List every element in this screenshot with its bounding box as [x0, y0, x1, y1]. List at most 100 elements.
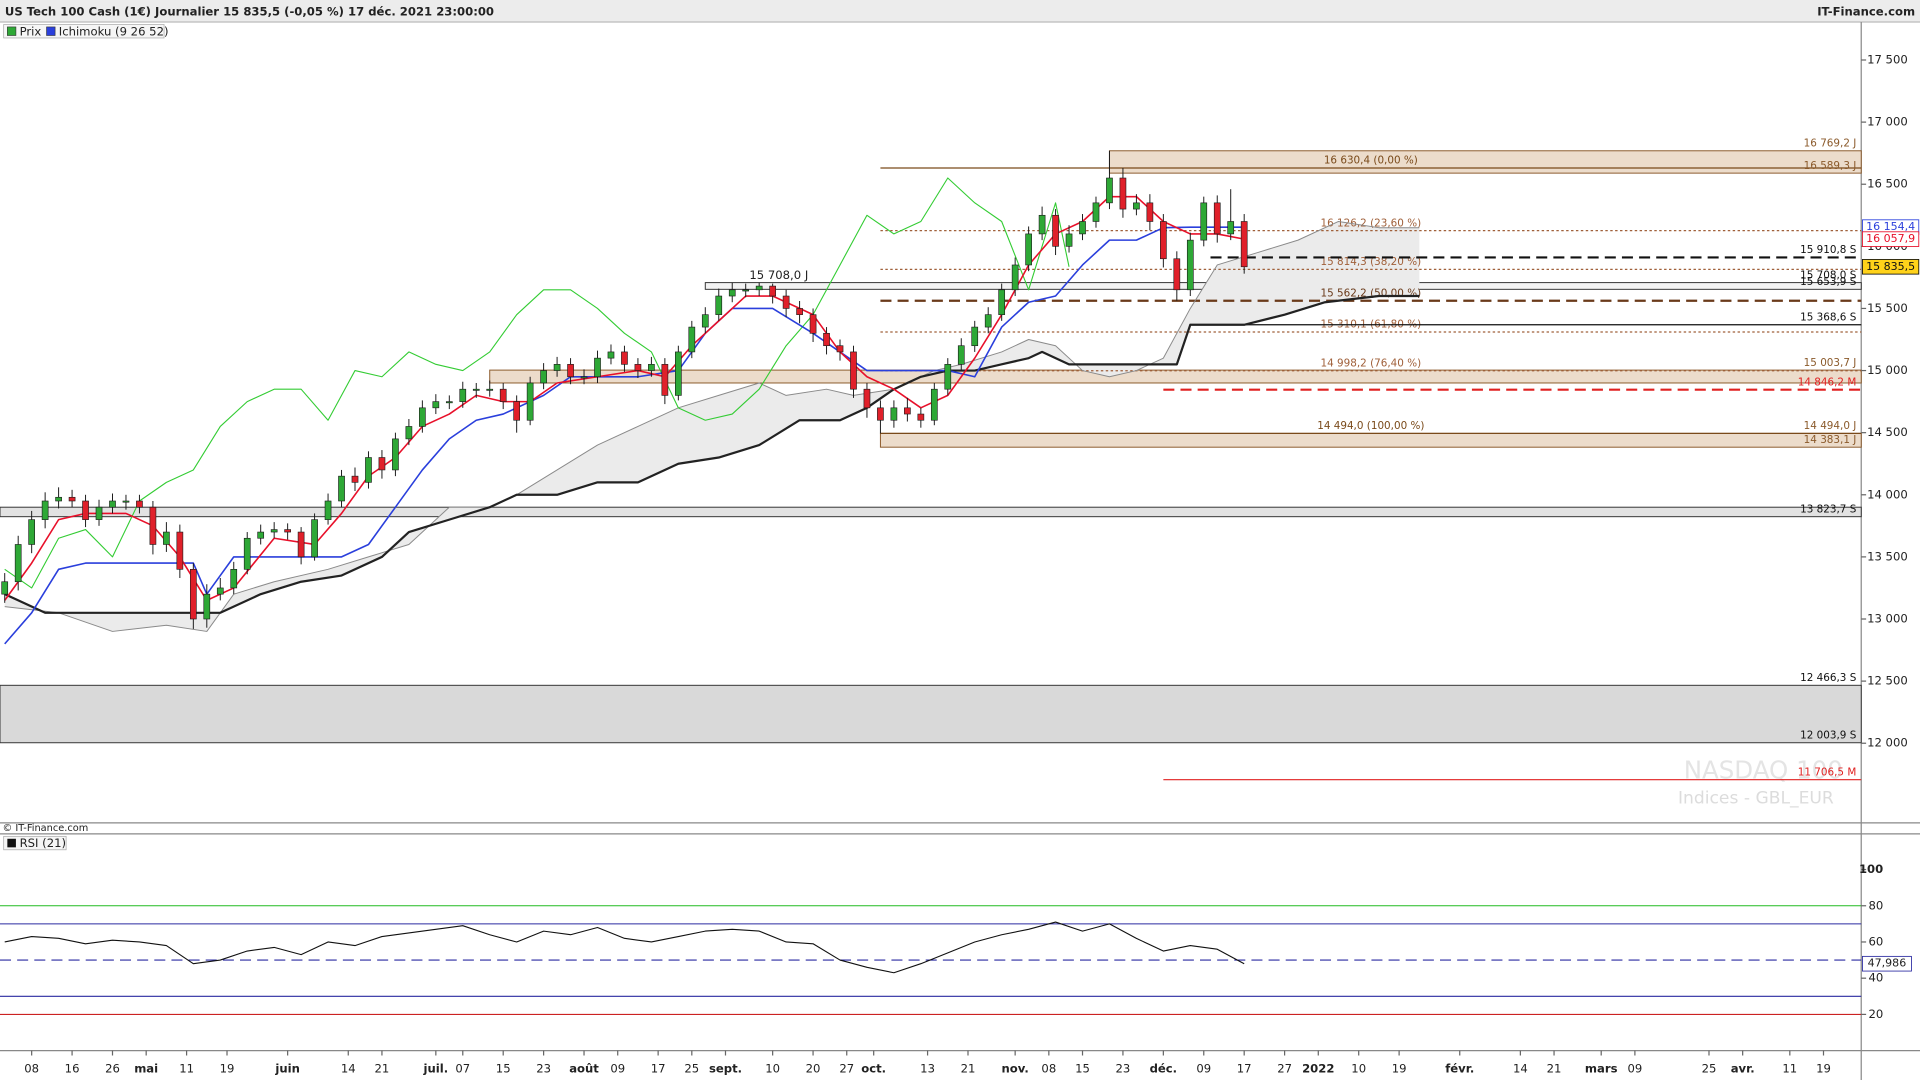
candle-body	[297, 531, 305, 558]
candle-body	[567, 364, 574, 378]
x-tick-label: sept.	[709, 1061, 742, 1075]
candle-body	[809, 314, 817, 334]
x-tick-label: 17	[651, 1061, 666, 1075]
candle-body	[351, 475, 359, 483]
candle-body	[459, 388, 467, 402]
rsi-line	[4, 921, 1245, 974]
x-tick-label: 23	[536, 1061, 551, 1075]
candle-body	[432, 401, 440, 409]
candle-body	[243, 537, 251, 570]
level-label: 14 494,0 J	[1804, 420, 1857, 432]
x-tick-label: juin	[274, 1061, 300, 1075]
x-tick-label: 08	[1041, 1061, 1056, 1075]
y-tick-label: 15 000	[1867, 363, 1908, 377]
x-tick-label: 21	[375, 1061, 390, 1075]
y-tick-label: 14 500	[1867, 425, 1908, 439]
level-label: 15 653,9 S	[1800, 276, 1857, 288]
candle-body	[634, 364, 642, 371]
x-tick-label: 14	[341, 1061, 356, 1075]
legend-icon	[7, 26, 17, 36]
x-tick-label: 26	[105, 1061, 120, 1075]
candle-body	[1160, 221, 1167, 260]
chart-title: US Tech 100 Cash (1€) Journalier 15 835,…	[5, 5, 494, 19]
candle-body	[392, 438, 399, 471]
candle-body	[338, 475, 345, 502]
legend-icon	[46, 26, 56, 36]
x-tick-label: mars	[1585, 1061, 1618, 1075]
candle-body	[472, 388, 480, 391]
candle-body	[1052, 214, 1059, 247]
candle-body	[957, 345, 965, 365]
candle-body	[14, 544, 22, 583]
x-tick-label: 21	[961, 1061, 976, 1075]
candle-body	[311, 519, 318, 558]
candle-body	[782, 295, 790, 309]
x-tick-label: 21	[1547, 1061, 1562, 1075]
x-tick-label: 15	[496, 1061, 511, 1075]
fib-label: 15 814,3 (38,20 %)	[1321, 256, 1422, 268]
x-tick-label: 09	[1196, 1061, 1211, 1075]
x-tick-label: 10	[765, 1061, 780, 1075]
legend-box	[3, 24, 165, 39]
x-tick-label: mai	[134, 1061, 158, 1075]
level-label: 13 823,7 S	[1800, 503, 1857, 515]
ichimoku-cloud	[4, 221, 1420, 632]
candle-body	[1106, 177, 1113, 204]
candle-body	[1240, 221, 1248, 268]
candle-body	[1200, 202, 1208, 241]
candle-body	[648, 364, 655, 371]
candle-body	[1079, 221, 1086, 235]
candle-body	[1011, 264, 1019, 291]
rsi-badge-label: 47,986	[1868, 957, 1907, 970]
x-tick-label: juil.	[423, 1061, 449, 1075]
level-label: 15 708,0 S	[1800, 269, 1857, 281]
candle-body	[580, 376, 588, 379]
candle-body	[930, 388, 938, 421]
candle-body	[904, 407, 911, 415]
price-badge-label: 15 835,5	[1866, 260, 1915, 273]
candle-body	[41, 500, 49, 520]
candle-body	[486, 388, 494, 391]
x-tick-label: 27	[1277, 1061, 1292, 1075]
zone	[0, 684, 1862, 744]
candle-body	[95, 506, 103, 520]
x-tick-label: 27	[839, 1061, 854, 1075]
x-tick-label: 20	[806, 1061, 821, 1075]
x-tick-label: oct.	[861, 1061, 886, 1075]
candle-body	[715, 295, 723, 315]
candle-body	[1186, 239, 1194, 291]
candle-body	[850, 351, 857, 390]
candle-body	[1065, 233, 1073, 247]
candle-body	[540, 370, 547, 384]
candle-body	[189, 569, 197, 620]
zone	[1108, 150, 1862, 174]
x-tick-label: 2022	[1302, 1061, 1334, 1075]
price-badge	[1862, 258, 1920, 275]
candle-body	[445, 401, 453, 404]
candle-body	[176, 531, 184, 570]
candle-body	[136, 500, 143, 508]
legend-label: Prix	[20, 24, 42, 38]
candle-body	[1133, 202, 1140, 210]
price-badge	[1862, 231, 1920, 247]
zone	[0, 506, 1862, 518]
x-tick-label: 10	[1351, 1061, 1366, 1075]
rsi-y-tick-label: 60	[1868, 934, 1883, 948]
candle-body	[270, 529, 278, 533]
candle-body	[755, 285, 763, 291]
x-tick-label: 25	[1702, 1061, 1717, 1075]
candle-body	[971, 326, 979, 347]
candle-body	[1213, 202, 1221, 235]
level-label: 12 466,3 S	[1800, 672, 1857, 684]
candle-body	[405, 426, 413, 440]
fib-label: 14 998,2 (76,40 %)	[1321, 357, 1422, 369]
y-tick-label: 16 500	[1867, 177, 1908, 191]
candle-body	[378, 457, 386, 471]
candle-body	[149, 506, 157, 545]
rsi-y-tick-label: 100	[1859, 862, 1883, 876]
level-label: 15 368,6 S	[1800, 311, 1857, 323]
header-bar	[0, 0, 1920, 23]
level-label: 15 910,8 S	[1800, 244, 1857, 256]
zone	[879, 432, 1862, 448]
